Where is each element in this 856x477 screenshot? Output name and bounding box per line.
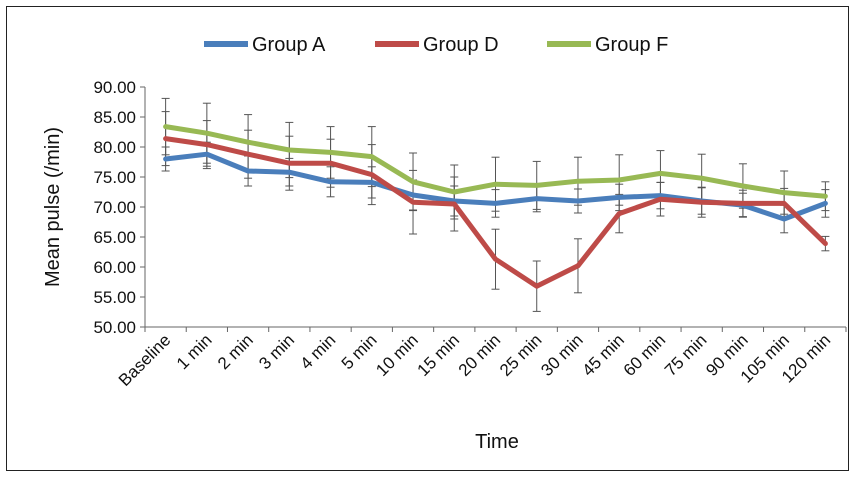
x-tick-label-3-min: 3 min xyxy=(255,330,298,373)
legend-label-group-d: Group D xyxy=(423,34,499,56)
y-tick-label: 80.00 xyxy=(93,138,136,157)
y-tick-label: 70.00 xyxy=(93,198,136,217)
y-tick-label: 55.00 xyxy=(93,288,136,307)
y-axis-ticks: 50.00 55.00 60.00 65.00 70.00 75.00 80.00 85.00… xyxy=(93,78,145,337)
legend-label-group-f: Group F xyxy=(595,34,668,56)
series-line-group-f xyxy=(163,124,828,199)
x-tick-label-60-min: 60 min xyxy=(620,330,670,380)
legend-label-group-a: Group A xyxy=(252,34,326,56)
y-tick-label: 50.00 xyxy=(93,318,136,337)
series-lines xyxy=(163,124,828,289)
x-tick-label-45-min: 45 min xyxy=(579,330,629,380)
x-tick-label-10-min: 10 min xyxy=(372,330,422,380)
x-tick-label-2-min: 2 min xyxy=(214,330,257,373)
y-tick-label: 85.00 xyxy=(93,108,136,127)
x-tick-label-25-min: 25 min xyxy=(496,330,546,380)
legend: Group A Group D Group F xyxy=(204,34,668,56)
x-tick-label-baseline: Baseline xyxy=(115,330,175,390)
y-tick-label: 75.00 xyxy=(93,168,136,187)
y-tick-label: 90.00 xyxy=(93,78,136,97)
series-line-group-d xyxy=(163,136,828,289)
chart-frame xyxy=(6,6,849,471)
y-tick-label: 65.00 xyxy=(93,228,136,247)
x-tick-label-4-min: 4 min xyxy=(297,330,340,373)
x-tick-label-75-min: 75 min xyxy=(661,330,711,380)
x-tick-label-20-min: 20 min xyxy=(455,330,505,380)
x-tick-label-15-min: 15 min xyxy=(414,330,464,380)
x-tick-label-30-min: 30 min xyxy=(537,330,587,380)
x-tick-label-1-min: 1 min xyxy=(173,330,216,373)
y-axis-title: Mean pulse (/min) xyxy=(42,127,64,287)
x-axis-title: Time xyxy=(475,431,519,453)
y-tick-label: 60.00 xyxy=(93,258,136,277)
